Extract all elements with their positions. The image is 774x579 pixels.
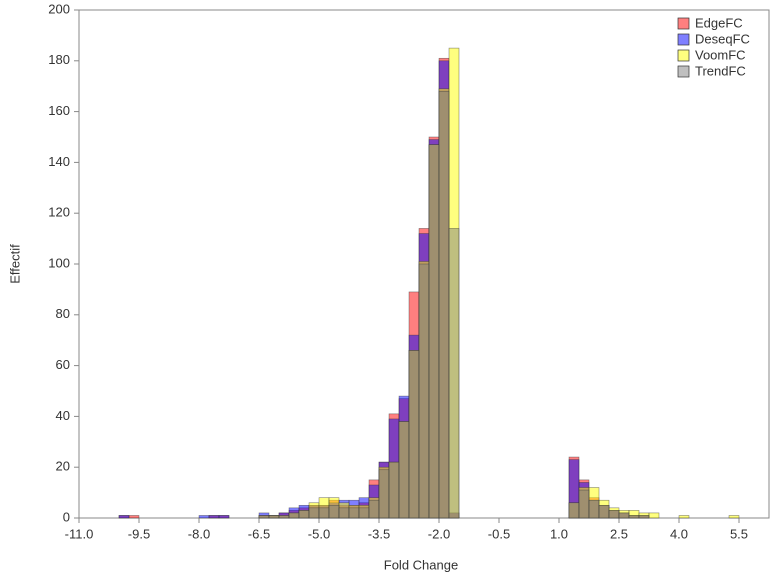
histogram-bar xyxy=(338,507,350,519)
x-tick-label: -0.5 xyxy=(488,526,510,541)
histogram-bar xyxy=(208,515,220,519)
x-tick-label: 5.5 xyxy=(730,526,748,541)
histogram-bar xyxy=(678,515,690,519)
histogram-bar xyxy=(278,515,290,519)
histogram-bar xyxy=(198,515,210,519)
histogram-bar xyxy=(448,228,460,519)
y-tick-label: 140 xyxy=(48,154,70,169)
histogram-bar xyxy=(428,144,440,519)
y-tick-label: 120 xyxy=(48,205,70,220)
histogram-bar xyxy=(408,350,420,519)
histogram-bar xyxy=(328,504,340,519)
histogram-bar xyxy=(418,263,430,519)
legend-swatch xyxy=(677,65,690,78)
histogram-bar xyxy=(578,489,590,519)
histogram-bar xyxy=(368,499,380,519)
histogram-bar xyxy=(598,504,610,519)
histogram-bar xyxy=(438,90,450,519)
x-tick-label: -3.5 xyxy=(368,526,390,541)
histogram-bar xyxy=(638,515,650,519)
y-tick-label: 60 xyxy=(56,357,70,372)
histogram-bar xyxy=(608,510,620,519)
y-axis-label: Effectif xyxy=(7,244,22,284)
x-tick-label: 2.5 xyxy=(610,526,628,541)
x-tick-label: -8.0 xyxy=(188,526,210,541)
y-tick-label: 180 xyxy=(48,52,70,67)
histogram-bar xyxy=(628,515,640,519)
y-tick-label: 160 xyxy=(48,103,70,118)
histogram-bar xyxy=(568,502,580,519)
histogram-bar xyxy=(258,515,270,519)
histogram-bar xyxy=(118,515,130,519)
x-tick-label: 1.0 xyxy=(550,526,568,541)
histogram-bar xyxy=(348,507,360,519)
x-tick-label: -2.0 xyxy=(428,526,450,541)
histogram-bar xyxy=(128,515,140,519)
legend-label: EdgeFC xyxy=(695,15,743,30)
legend-swatch xyxy=(677,17,690,30)
y-tick-label: 0 xyxy=(63,509,70,524)
x-tick-label: -5.0 xyxy=(308,526,330,541)
x-tick-label: -9.5 xyxy=(128,526,150,541)
histogram-bar xyxy=(378,469,390,519)
x-tick-label: 4.0 xyxy=(670,526,688,541)
histogram-bar xyxy=(308,507,320,519)
legend-label: DeseqFC xyxy=(695,31,750,46)
histogram-bar xyxy=(318,507,330,519)
y-tick-label: 20 xyxy=(56,459,70,474)
y-tick-label: 200 xyxy=(48,1,70,16)
histogram-bar xyxy=(728,515,740,519)
histogram-bar xyxy=(388,461,400,519)
histogram-bar xyxy=(588,499,600,519)
histogram-bar xyxy=(398,421,410,519)
histogram-bar xyxy=(648,512,660,519)
legend-label: VoomFC xyxy=(695,47,746,62)
histogram-bar xyxy=(268,515,280,519)
histogram-bar xyxy=(618,512,630,519)
x-axis-label: Fold Change xyxy=(384,557,458,572)
legend-swatch xyxy=(677,33,690,46)
histogram-bar xyxy=(298,510,310,519)
y-tick-label: 40 xyxy=(56,408,70,423)
histogram-bar xyxy=(218,515,230,519)
histogram-bar xyxy=(358,507,370,519)
legend-label: TrendFC xyxy=(695,63,746,78)
y-tick-label: 80 xyxy=(56,306,70,321)
x-tick-label: -6.5 xyxy=(248,526,270,541)
legend-swatch xyxy=(677,49,690,62)
histogram-bar xyxy=(288,512,300,519)
x-tick-label: -11.0 xyxy=(65,526,94,541)
y-tick-label: 100 xyxy=(48,255,70,270)
